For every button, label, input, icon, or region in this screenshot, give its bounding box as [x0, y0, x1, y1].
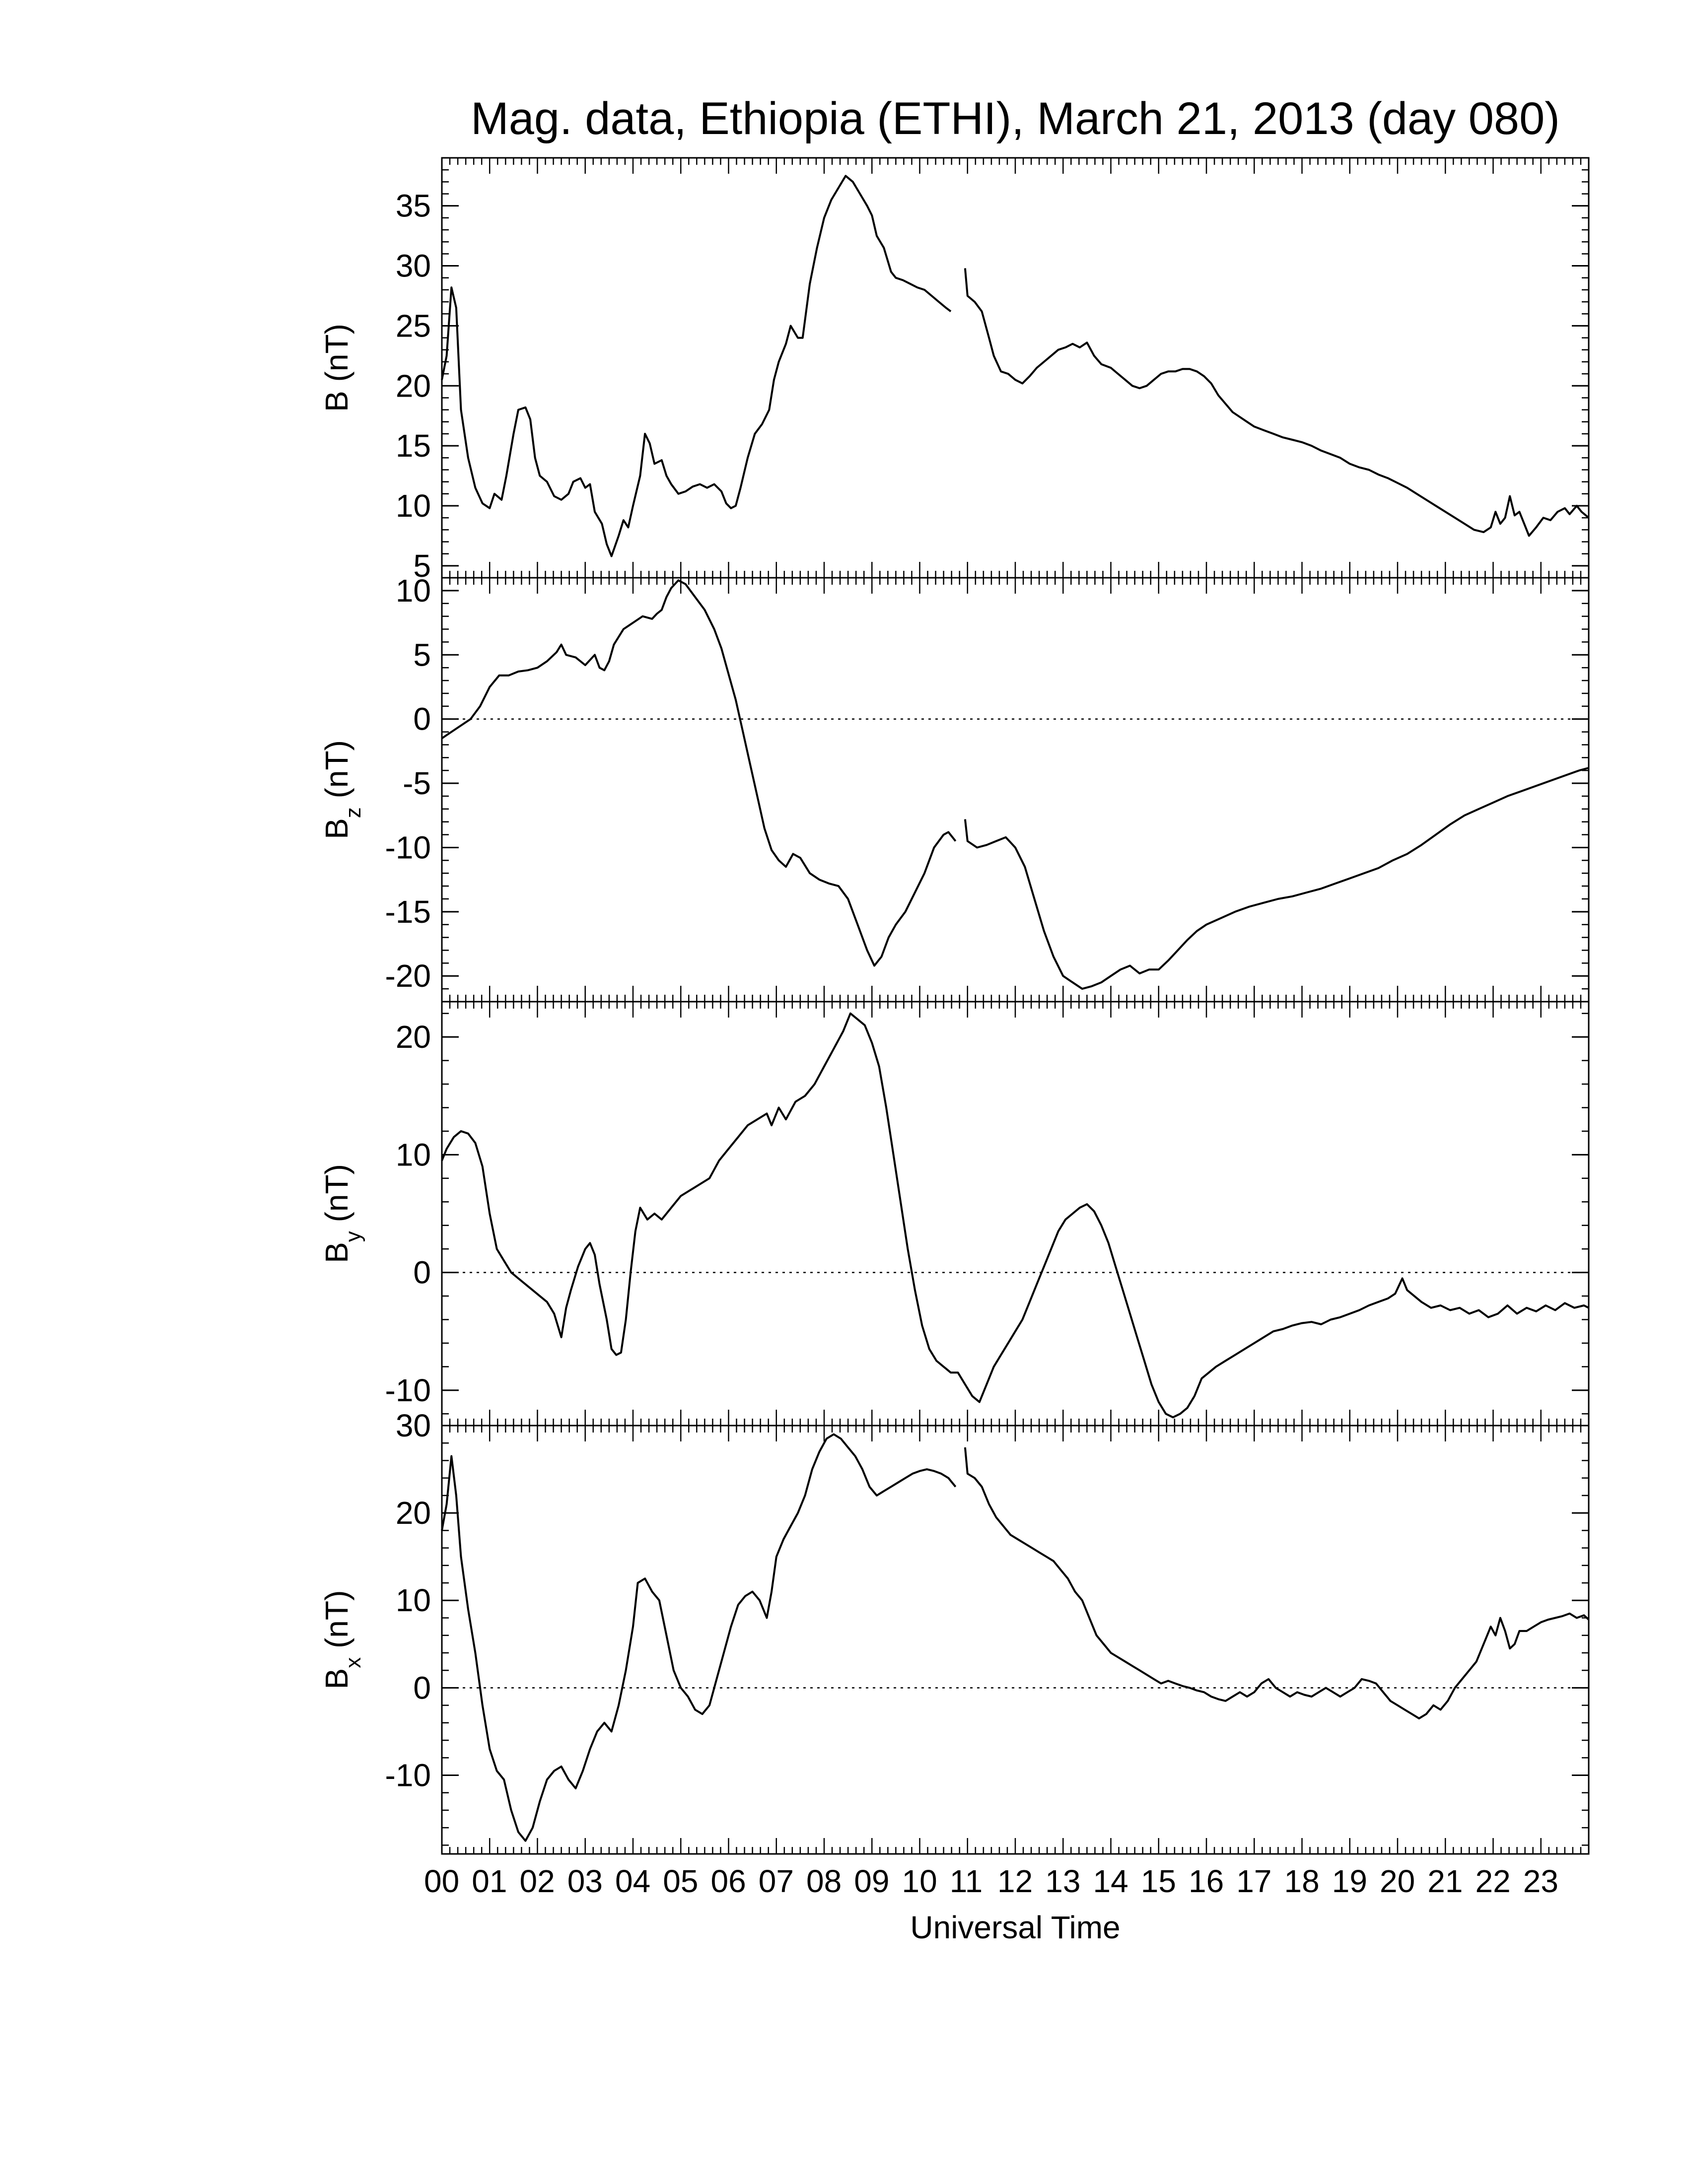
- y-tick-label: -5: [403, 765, 431, 801]
- x-tick-label: 10: [902, 1863, 937, 1899]
- x-tick-label: 15: [1141, 1863, 1176, 1899]
- y-tick-label: 0: [413, 1255, 431, 1291]
- data-line: [441, 1012, 1589, 1419]
- y-tick-label: 10: [396, 1137, 431, 1172]
- y-tick-label: -10: [385, 1757, 431, 1793]
- y-tick-label: 10: [396, 1582, 431, 1618]
- y-tick-label: 0: [413, 701, 431, 737]
- data-line: [964, 1447, 1590, 1719]
- x-tick-label: 09: [854, 1863, 889, 1899]
- y-tick-label: 5: [413, 637, 431, 673]
- x-tick-label: 14: [1093, 1863, 1128, 1899]
- y-tick-label: 20: [396, 1495, 431, 1531]
- y-tick-label: -10: [385, 829, 431, 865]
- data-line: [964, 268, 1590, 537]
- x-tick-label: 03: [567, 1863, 603, 1899]
- panel-4: -10 0 10 20 30 Bx (nT): [319, 1408, 1590, 1855]
- x-tick-label: 23: [1523, 1863, 1558, 1899]
- x-tick-label: 08: [806, 1863, 842, 1899]
- data-line: [441, 579, 957, 967]
- x-tick-label: 02: [520, 1863, 555, 1899]
- y-tick-label: 25: [396, 308, 431, 343]
- x-tick-label: 16: [1189, 1863, 1224, 1899]
- data-line: [441, 1433, 957, 1842]
- x-tick-label: 06: [711, 1863, 746, 1899]
- y-tick-label: 10: [396, 573, 431, 609]
- y-axis-label: By (nT): [319, 1164, 365, 1263]
- x-tick-label: 05: [663, 1863, 698, 1899]
- x-tick-label: 19: [1332, 1863, 1367, 1899]
- x-axis-label: Universal Time: [910, 1910, 1120, 1945]
- y-tick-label: 30: [396, 248, 431, 284]
- x-tick-label: 01: [472, 1863, 507, 1899]
- chart-title: Mag. data, Ethiopia (ETHI), March 21, 20…: [471, 93, 1560, 144]
- data-line: [441, 175, 952, 557]
- x-tick-labels: 00 01 02 03 04 05 06 07 08 09 10 11 12 13 14 15 16 17 18 19…: [424, 1863, 1558, 1899]
- y-tick-label: 10: [396, 488, 431, 524]
- y-tick-label: 35: [396, 188, 431, 224]
- y-axis-label: B (nT): [319, 324, 354, 412]
- x-tick-label: 13: [1045, 1863, 1080, 1899]
- y-tick-label: -15: [385, 894, 431, 930]
- x-tick-label: 12: [997, 1863, 1033, 1899]
- data-line: [964, 767, 1589, 990]
- y-tick-label: 5: [413, 548, 431, 584]
- x-tick-label: 20: [1380, 1863, 1415, 1899]
- y-tick-label: 20: [396, 1019, 431, 1055]
- panel-2: -20 -15 -10 -5 0 5 10 Bz (nT): [319, 573, 1590, 1003]
- x-tick-label: 00: [424, 1863, 459, 1899]
- y-tick-label: -20: [385, 958, 431, 994]
- y-tick-label: -10: [385, 1372, 431, 1408]
- x-tick-label: 07: [759, 1863, 794, 1899]
- x-tick-label: 21: [1427, 1863, 1463, 1899]
- y-axis-label: Bx (nT): [319, 1590, 365, 1690]
- x-tick-label: 17: [1236, 1863, 1271, 1899]
- panel-1: 5 10 15 20 25 30 35 B (nT): [319, 157, 1590, 584]
- x-tick-label: 18: [1284, 1863, 1320, 1899]
- y-tick-label: 20: [396, 368, 431, 404]
- x-tick-label: 11: [950, 1863, 983, 1899]
- x-tick-label: 22: [1476, 1863, 1511, 1899]
- y-tick-label: 0: [413, 1670, 431, 1706]
- y-tick-label: 15: [396, 428, 431, 464]
- x-tick-label: 04: [615, 1863, 650, 1899]
- y-tick-label: 30: [396, 1408, 431, 1443]
- y-axis-label: Bz (nT): [319, 740, 365, 839]
